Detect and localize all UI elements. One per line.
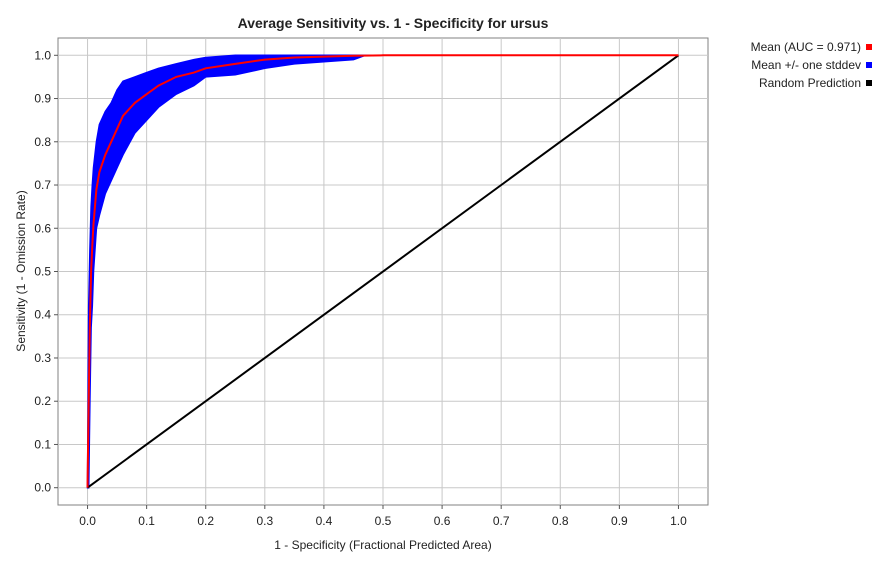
x-axis-label: 1 - Specificity (Fractional Predicted Ar…: [274, 538, 491, 552]
stddev-band-area: [86, 54, 679, 489]
legend-item-random: Random Prediction: [751, 74, 872, 92]
y-tick-label: 0.3: [34, 351, 51, 365]
random-prediction-line: [86, 54, 680, 489]
y-tick-label: 0.4: [34, 308, 51, 322]
legend-swatch-mean: [866, 44, 872, 50]
legend-item-mean: Mean (AUC = 0.971): [751, 38, 872, 56]
legend-label-stddev: Mean +/- one stddev: [751, 58, 861, 72]
x-tick-label: 0.6: [434, 514, 451, 528]
x-tick-label: 0.7: [493, 514, 510, 528]
x-tick-label: 0.9: [611, 514, 628, 528]
x-tick-label: 0.2: [197, 514, 214, 528]
y-tick-label: 0.0: [34, 481, 51, 495]
y-tick-label: 0.6: [34, 221, 51, 235]
y-tick-label: 0.7: [34, 178, 51, 192]
legend-label-mean: Mean (AUC = 0.971): [750, 40, 861, 54]
x-tick-label: 0.3: [256, 514, 273, 528]
y-tick-label: 0.9: [34, 92, 51, 106]
legend-swatch-stddev: [866, 62, 872, 68]
y-tick-label: 1.0: [34, 48, 51, 62]
x-tick-label: 0.1: [138, 514, 155, 528]
x-tick-label: 0.5: [375, 514, 392, 528]
stddev-band: [86, 54, 679, 489]
x-tick-label: 1.0: [670, 514, 687, 528]
y-tick-label: 0.1: [34, 437, 51, 451]
x-tick-label: 0.0: [79, 514, 96, 528]
mean-roc-line: [86, 54, 679, 488]
y-axis-ticks: 0.0 0.1 0.2 0.3 0.4 0.5 0.6 0.7 0.8 0.9 1.0: [34, 48, 58, 495]
legend-label-random: Random Prediction: [758, 76, 861, 90]
series-lines: [86, 54, 680, 489]
legend-swatch-random: [866, 80, 872, 86]
legend-item-stddev: Mean +/- one stddev: [751, 56, 872, 74]
x-axis-ticks: 0.0 0.1 0.2 0.3 0.4 0.5 0.6 0.7 0.8 0.9 1.0: [79, 505, 687, 528]
y-tick-label: 0.2: [34, 394, 51, 408]
x-tick-label: 0.8: [552, 514, 569, 528]
legend: Mean (AUC = 0.971) Mean +/- one stddev R…: [751, 38, 872, 92]
chart-title: Average Sensitivity vs. 1 - Specificity …: [238, 15, 549, 31]
x-tick-label: 0.4: [316, 514, 333, 528]
y-axis-label: Sensitivity (1 - Omission Rate): [14, 190, 28, 351]
y-tick-label: 0.8: [34, 135, 51, 149]
y-tick-label: 0.5: [34, 265, 51, 279]
